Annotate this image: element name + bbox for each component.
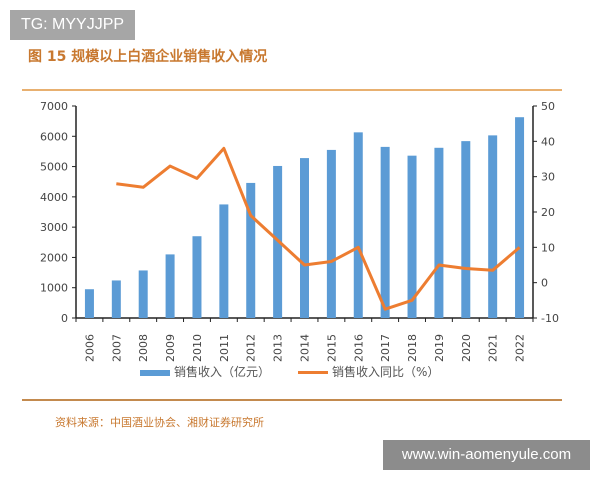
legend: 销售收入（亿元） 销售收入同比（%） <box>140 363 439 380</box>
right-tick-label: 50 <box>541 100 555 113</box>
x-tick-label: 2009 <box>164 334 177 362</box>
left-tick-label: 5000 <box>40 161 68 174</box>
x-tick-label: 2017 <box>379 334 392 362</box>
x-tick-label: 2022 <box>514 334 527 362</box>
right-tick-label: 40 <box>541 135 555 148</box>
left-tick-label: 4000 <box>40 191 68 204</box>
bar <box>219 204 229 318</box>
legend-line-label: 销售收入同比（%） <box>332 365 440 379</box>
x-tick-label: 2014 <box>299 334 312 362</box>
x-tick-label: 2006 <box>83 334 96 362</box>
bar <box>488 135 498 318</box>
bar <box>407 155 417 318</box>
bar <box>515 117 525 318</box>
left-tick-label: 2000 <box>40 251 68 264</box>
x-tick-label: 2010 <box>191 334 204 362</box>
x-tick-label: 2013 <box>272 334 285 362</box>
left-tick-label: 6000 <box>40 130 68 143</box>
legend-bar-swatch <box>140 369 170 376</box>
x-tick-label: 2016 <box>352 334 365 362</box>
right-tick-label: -10 <box>541 312 559 325</box>
x-tick-label: 2019 <box>433 334 446 362</box>
x-tick-label: 2015 <box>325 334 338 362</box>
bar <box>138 270 148 318</box>
bottom-divider <box>22 399 562 401</box>
bar <box>246 182 256 318</box>
bar <box>326 149 336 318</box>
x-tick-label: 2007 <box>110 334 123 362</box>
bar <box>461 141 471 318</box>
bar <box>380 146 390 318</box>
left-tick-label: 0 <box>61 312 68 325</box>
bar <box>192 236 202 318</box>
x-tick-label: 2018 <box>406 334 419 362</box>
source-note: 资料来源：中国酒业协会、湘财证券研究所 <box>55 416 264 429</box>
left-tick-label: 7000 <box>40 100 68 113</box>
growth-line <box>116 146 521 311</box>
figure-title: 图 15 规模以上白酒企业销售收入情况 <box>28 49 268 65</box>
right-tick-label: 10 <box>541 241 555 254</box>
legend-line: 销售收入同比（%） <box>298 363 439 380</box>
left-tick-label: 3000 <box>40 221 68 234</box>
right-tick-label: 20 <box>541 206 555 219</box>
right-tick-label: 0 <box>541 277 548 290</box>
bar <box>434 147 444 318</box>
legend-bar-label: 销售收入（亿元） <box>174 365 271 379</box>
bar <box>84 289 94 318</box>
left-tick-label: 1000 <box>40 282 68 295</box>
legend-line-swatch <box>298 371 329 374</box>
right-tick-label: 30 <box>541 171 555 184</box>
bar <box>165 254 175 318</box>
x-tick-label: 2021 <box>487 334 500 362</box>
legend-bar: 销售收入（亿元） <box>140 363 270 380</box>
x-tick-label: 2011 <box>218 334 231 362</box>
watermark-top: TG: MYYJJPP <box>10 10 135 40</box>
watermark-bottom: www.win-aomenyule.com <box>383 440 590 470</box>
x-tick-label: 2008 <box>137 334 150 362</box>
x-tick-label: 2020 <box>460 334 473 362</box>
bar <box>300 158 309 318</box>
bar <box>353 132 363 318</box>
top-divider <box>22 89 562 91</box>
bar <box>111 280 121 318</box>
x-tick-label: 2012 <box>245 334 258 362</box>
